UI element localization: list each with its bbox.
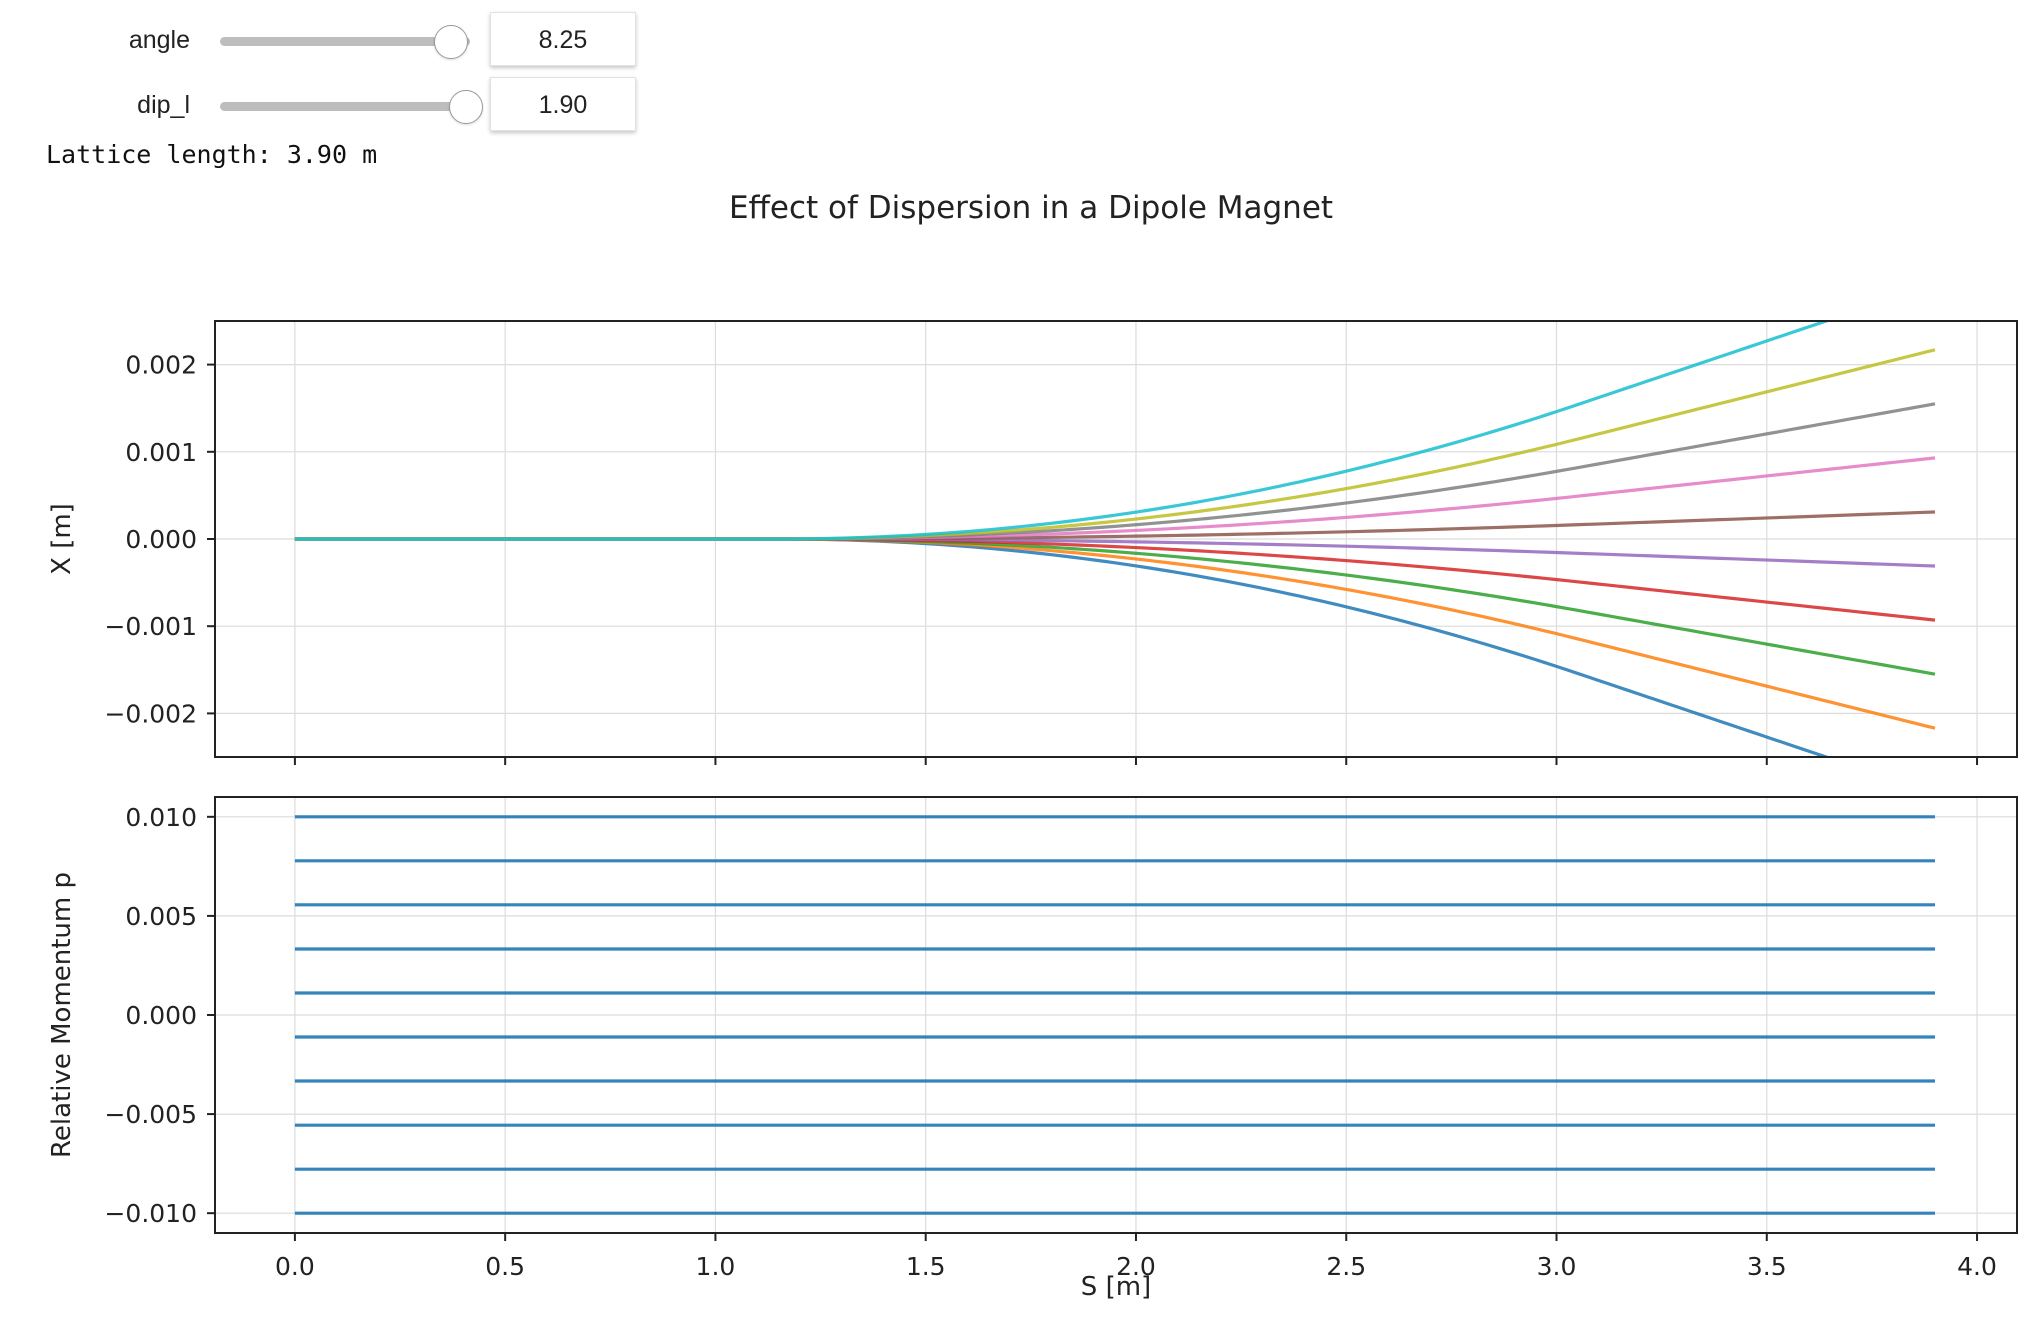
lattice-length-text: Lattice length: 3.90 m bbox=[46, 140, 378, 169]
angle-widget: angle 8.25 bbox=[0, 12, 660, 70]
x-tick-label: 0.0 bbox=[275, 1252, 315, 1281]
top-y-tick-label: 0.001 bbox=[125, 438, 197, 467]
x-axis-title: S [m] bbox=[1081, 1272, 1151, 1302]
dip-l-slider-track[interactable] bbox=[220, 102, 470, 111]
x-tick-label: 2.0 bbox=[1116, 1252, 1156, 1281]
dip-l-value-input[interactable]: 1.90 bbox=[490, 77, 636, 131]
top-y-axis-title: X [m] bbox=[47, 503, 77, 575]
x-tick-label: 1.5 bbox=[906, 1252, 946, 1281]
x-trajectory-line-9 bbox=[294, 348, 1936, 541]
top-y-tick-label: 0.002 bbox=[125, 351, 197, 380]
top-y-tick-label: −0.001 bbox=[104, 612, 197, 641]
angle-slider-handle[interactable] bbox=[434, 25, 468, 59]
angle-label: angle bbox=[128, 26, 190, 54]
x-trajectory-line-2 bbox=[294, 537, 1936, 730]
angle-value-input[interactable]: 8.25 bbox=[490, 12, 636, 66]
momentum-plot: −0.010 −0.005 0.000 0.005 0.010 0.0 0.5 1.0 1.5 2… bbox=[47, 796, 2018, 1302]
x-trajectory-line-8 bbox=[294, 402, 1936, 541]
angle-slider-track[interactable] bbox=[220, 37, 470, 46]
top-y-tick-label: −0.002 bbox=[104, 699, 197, 728]
dip-l-label: dip_l bbox=[137, 91, 190, 119]
bottom-y-tick-label: 0.005 bbox=[125, 902, 197, 931]
top-y-tick-label: 0.000 bbox=[125, 525, 197, 554]
bottom-y-tick-label: 0.010 bbox=[125, 803, 197, 832]
dip-l-slider-handle[interactable] bbox=[449, 90, 483, 124]
x-tick-label: 1.0 bbox=[696, 1252, 736, 1281]
x-trajectory-line-3 bbox=[294, 537, 1936, 676]
bottom-y-axis-title: Relative Momentum p bbox=[47, 872, 77, 1158]
x-position-plot: −0.002 −0.001 0.000 0.001 0.002 X [m] bbox=[47, 320, 2018, 765]
x-trajectory-line-10 bbox=[294, 321, 1832, 541]
x-tick-label: 3.5 bbox=[1747, 1252, 1787, 1281]
x-tick-label: 4.0 bbox=[1957, 1252, 1997, 1281]
bottom-y-tick-label: 0.000 bbox=[125, 1001, 197, 1030]
figure-title: Effect of Dispersion in a Dipole Magnet bbox=[729, 190, 1333, 226]
bottom-y-tick-label: −0.010 bbox=[104, 1199, 197, 1228]
top-series-group bbox=[294, 321, 1936, 757]
bottom-series-group bbox=[294, 815, 1935, 1215]
bottom-y-tick-label: −0.005 bbox=[104, 1100, 197, 1129]
dip-l-widget: dip_l 1.90 bbox=[0, 77, 660, 135]
x-tick-label: 3.0 bbox=[1537, 1252, 1577, 1281]
x-tick-label: 2.5 bbox=[1326, 1252, 1366, 1281]
x-tick-label: 0.5 bbox=[485, 1252, 525, 1281]
